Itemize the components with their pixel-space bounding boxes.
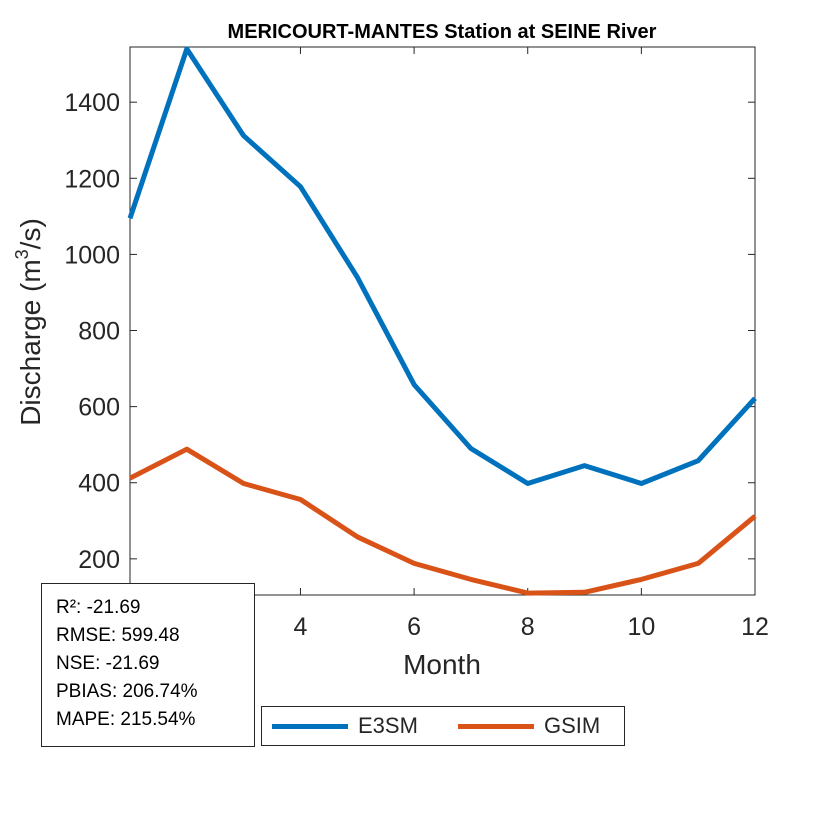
legend-swatch-e3sm: [272, 723, 348, 729]
y-tick-label: 1200: [64, 165, 120, 193]
y-tick-label: 1400: [64, 89, 120, 117]
y-tick-label: 200: [78, 546, 120, 574]
series-line-gsim: [128, 446, 757, 596]
plot-frame: [129, 46, 756, 596]
x-axis-label: Month: [403, 649, 481, 680]
x-tick-label: 4: [294, 613, 308, 641]
legend-label-e3sm: E3SM: [358, 713, 418, 738]
legend-swatch-gsim: [458, 723, 534, 729]
series-lines: [127, 46, 757, 596]
x-axis-ticks: 24681012: [180, 47, 769, 641]
chart-title: MERICOURT-MANTES Station at SEINE River: [228, 21, 657, 43]
x-tick-label: 10: [627, 613, 655, 641]
stat-rmse: RMSE: 599.48: [56, 625, 180, 646]
y-tick-label: 600: [78, 394, 120, 422]
y-axis-label: Discharge (m3/s): [12, 218, 46, 426]
series-line-e3sm: [127, 46, 757, 486]
legend-label-gsim: GSIM: [544, 713, 601, 738]
y-tick-label: 400: [78, 470, 120, 498]
stat-r2: R²: -21.69: [56, 597, 141, 618]
x-tick-label: 8: [521, 613, 535, 641]
stats-box: R²: -21.69 RMSE: 599.48 NSE: -21.69 PBIA…: [41, 583, 255, 747]
y-tick-label: 800: [78, 318, 120, 346]
stat-mape: MAPE: 215.54%: [56, 709, 196, 730]
y-axis-label-main: Discharge (m: [15, 259, 46, 425]
legend-item-gsim: GSIM: [458, 707, 600, 745]
y-tick-label: 1000: [64, 241, 120, 269]
y-axis-label-end: /s): [15, 218, 46, 249]
legend-item-e3sm: E3SM: [272, 707, 418, 745]
y-axis-ticks: 200 400 600 800 1000 1200 1400: [64, 89, 755, 574]
stat-pbias: PBIAS: 206.74%: [56, 681, 198, 702]
y-axis-label-superscript: 3: [12, 249, 32, 259]
plot-area: [129, 46, 756, 596]
x-tick-label: 12: [741, 613, 769, 641]
legend: E3SM GSIM: [261, 706, 625, 746]
x-tick-label: 6: [407, 613, 421, 641]
stat-nse: NSE: -21.69: [56, 653, 160, 674]
